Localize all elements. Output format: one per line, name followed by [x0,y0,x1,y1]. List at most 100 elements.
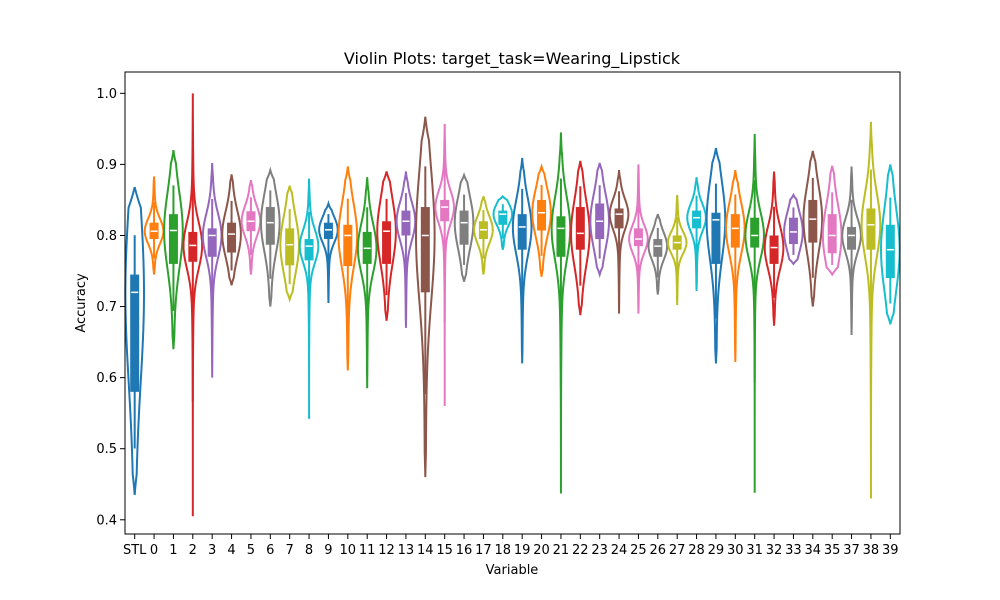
violin-outline [124,186,145,495]
x-tick-label: 29 [708,543,725,558]
y-tick-label: 0.6 [96,371,117,386]
violin-outline [589,162,610,279]
violin-iqr-box [188,231,198,262]
violin-39 [880,164,901,325]
y-tick-label: 0.4 [96,513,117,528]
y-axis-label: Accuracy [74,273,89,333]
violin-32 [763,171,785,326]
violin-iqr-box [265,207,275,245]
x-tick-label: 4 [227,543,235,558]
violin-outline [279,185,300,303]
x-tick-label: 3 [208,543,216,558]
violin-outline [511,157,533,364]
violin-17 [473,196,494,275]
violin-outline [453,172,475,282]
y-tick-label: 1.0 [96,87,117,102]
violin-5 [240,179,262,275]
violin-iqr-box [130,274,140,392]
x-tick-label: 1 [169,543,177,558]
x-tick-label: 20 [533,543,550,558]
x-tick-label: 37 [843,543,860,558]
violin-37 [841,166,862,335]
violin-iqr-box [304,239,314,261]
violin-outline [260,166,281,307]
violin-iqr-box [847,226,857,250]
violin-iqr-box [808,199,818,243]
violin-iqr-box [788,217,798,245]
violin-iqr-box [556,216,566,257]
violin-iqr-box [498,210,508,225]
x-tick-label: 11 [359,543,376,558]
violin-21 [550,132,572,494]
violin-30 [725,169,746,363]
x-tick-label: STL [123,543,147,558]
violin-outline [531,162,552,277]
violin-0 [143,176,165,275]
violin-7 [279,185,300,303]
x-tick-label: 39 [882,543,899,558]
y-tick-label: 0.8 [96,229,117,244]
x-tick-label: 19 [514,543,531,558]
x-tick-label: 30 [727,543,744,558]
violin-29 [705,147,727,364]
x-tick-label: 23 [591,543,608,558]
violin-outline [337,166,359,371]
violin-2 [182,93,204,517]
violin-iqr-box [343,224,353,267]
x-tick-label: 33 [785,543,802,558]
violin-outline [415,116,436,478]
x-tick-label: 9 [324,543,332,558]
x-tick-label: 2 [189,543,197,558]
x-axis-label: Variable [486,563,539,578]
violin-iqr-box [517,214,527,250]
violin-18 [492,194,514,250]
x-tick-label: 7 [286,543,294,558]
chart-title: Violin Plots: target_task=Wearing_Lipsti… [344,49,681,69]
violin-iqr-box [885,224,895,279]
y-tick-label: 0.9 [96,158,117,173]
x-tick-label: 18 [495,543,512,558]
violin-outline [163,150,184,350]
violin-11 [356,177,378,389]
violin-iqr-box [207,228,217,257]
violin-15 [434,123,455,407]
violin-outline [240,179,262,275]
violin-iqr-box [827,214,837,254]
violin-31 [744,133,765,493]
x-axis-ticks: STL 0 1 2 3 4 5 6 7 8 9 10 11 12 13 14 15 16 17 18 19 20 21 22 2… [123,534,899,558]
violin-iqr-box [440,199,450,222]
x-tick-label: 8 [305,543,313,558]
violin-iqr-box [537,199,547,231]
violin-outline [628,164,649,314]
violin-23 [589,162,610,279]
violin-outline [705,147,727,364]
violin-iqr-box [769,235,779,264]
violin-14 [415,116,436,478]
x-tick-label: 26 [650,543,667,558]
x-tick-label: 38 [863,543,880,558]
violin-22 [570,160,591,316]
violin-3 [201,162,223,378]
x-tick-label: 10 [340,543,357,558]
violin-outline [841,166,862,335]
violin-6 [260,166,281,307]
violin-outline [666,194,688,306]
x-tick-label: 22 [572,543,589,558]
x-tick-label: 6 [266,543,274,558]
x-tick-label: 21 [553,543,570,558]
violin-28 [686,177,707,291]
violin-iqr-box [711,212,721,264]
violin-iqr-box [614,208,624,229]
violin-outline [763,171,785,326]
violin-38 [860,121,882,499]
violin-iqr-box [653,239,663,257]
x-tick-label: 32 [766,543,783,558]
violin-8 [298,178,320,419]
violin-19 [511,157,533,364]
violin-10 [337,166,359,371]
violin-4 [221,174,242,286]
violin-26 [647,213,669,295]
plot-frame [124,71,901,535]
violin-outline [647,213,669,295]
